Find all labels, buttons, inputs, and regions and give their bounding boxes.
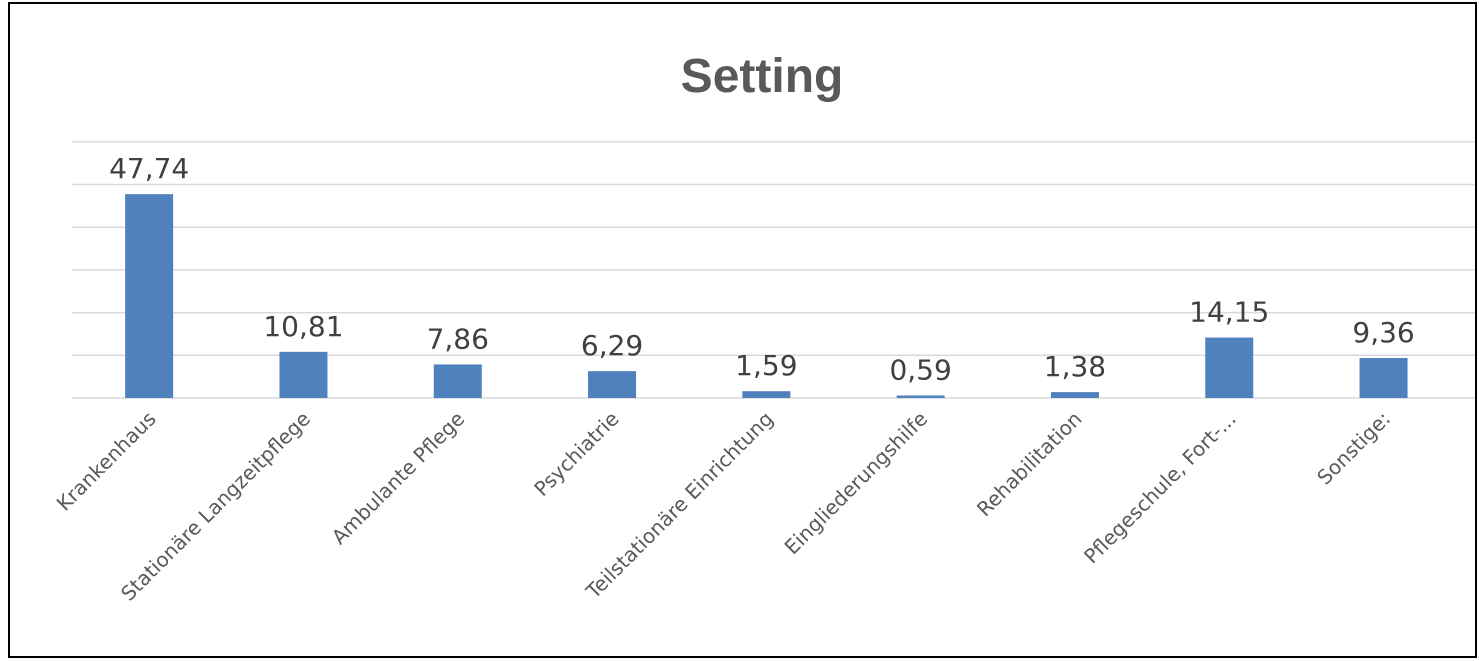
bar: [742, 391, 791, 398]
data-label: 10,81: [263, 310, 343, 343]
bar: [433, 364, 482, 398]
chart-title: Setting: [681, 50, 844, 103]
bar: [1205, 337, 1254, 398]
data-label: 1,59: [735, 349, 797, 382]
data-label: 9,36: [1352, 316, 1414, 349]
category-tick-label: Rehabilitation: [972, 407, 1087, 522]
bar: [896, 395, 945, 398]
category-tick-label: Eingliederungshilfe: [780, 407, 933, 560]
bar: [588, 371, 637, 398]
category-tick-label: Ambulante Pflege: [327, 407, 469, 549]
data-label: 1,38: [1044, 350, 1106, 383]
chart-frame: Setting 47,74 10,81 7,86 6,29 1,59 0,59 1,38 14…: [8, 2, 1477, 658]
category-tick-label: Krankenhaus: [52, 407, 161, 516]
bar-chart: Setting 47,74 10,81 7,86 6,29 1,59 0,59 1,38 14…: [52, 50, 1475, 606]
bar: [1359, 358, 1408, 398]
category-tick-label: Psychiatrie: [529, 407, 623, 501]
category-tick-label: Pflegeschule, Fort-...: [1079, 407, 1241, 569]
category-tick-label: Sonstige:: [1312, 407, 1395, 490]
bar: [1050, 392, 1099, 398]
data-label: 6,29: [581, 329, 643, 362]
data-label: 47,74: [109, 152, 189, 185]
data-label: 0,59: [889, 353, 951, 386]
data-label: 14,15: [1189, 296, 1269, 329]
data-labels: 47,74 10,81 7,86 6,29 1,59 0,59 1,38 14,15 9,36: [109, 152, 1415, 386]
bar: [279, 351, 328, 398]
bars: [125, 194, 1408, 398]
bar: [125, 194, 174, 398]
data-label: 7,86: [427, 322, 489, 355]
